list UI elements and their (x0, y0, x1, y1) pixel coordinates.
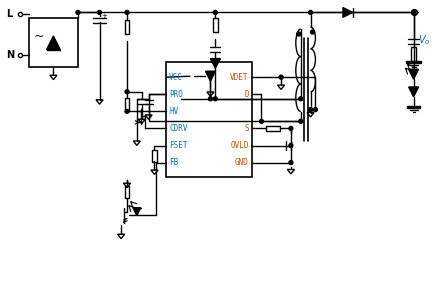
Polygon shape (409, 69, 419, 79)
Bar (213, 18, 218, 32)
Bar (407, 106, 420, 108)
Circle shape (289, 161, 293, 165)
Polygon shape (210, 58, 220, 68)
Bar (411, 47, 416, 60)
Circle shape (98, 10, 102, 14)
Circle shape (279, 75, 283, 79)
Text: ~: ~ (34, 30, 44, 42)
Circle shape (299, 97, 303, 101)
Bar (124, 20, 130, 34)
Circle shape (125, 109, 129, 113)
Bar (124, 186, 130, 198)
Polygon shape (47, 36, 60, 50)
Circle shape (76, 10, 80, 14)
Text: PRO: PRO (169, 90, 183, 99)
Text: L: L (6, 9, 13, 19)
Circle shape (412, 10, 416, 14)
Bar (406, 62, 422, 64)
Bar (29, 18, 78, 67)
Circle shape (297, 32, 301, 36)
Circle shape (314, 108, 318, 112)
Polygon shape (133, 208, 141, 216)
Circle shape (213, 97, 217, 101)
Text: S: S (244, 124, 249, 133)
Circle shape (125, 10, 129, 14)
Text: FSET: FSET (169, 141, 188, 150)
Circle shape (125, 90, 129, 94)
Text: OVLD: OVLD (230, 141, 249, 150)
Text: N: N (6, 50, 14, 60)
Text: HV: HV (169, 107, 178, 116)
Circle shape (213, 10, 217, 14)
Text: D: D (244, 90, 249, 99)
Circle shape (209, 97, 213, 101)
Polygon shape (409, 87, 419, 97)
Circle shape (299, 119, 303, 123)
Text: CDRV: CDRV (169, 124, 188, 133)
Text: FB: FB (169, 158, 178, 167)
Text: $V_o$: $V_o$ (417, 33, 430, 47)
Text: +: + (102, 13, 108, 19)
Circle shape (289, 144, 293, 148)
Polygon shape (206, 71, 215, 81)
Bar (267, 126, 280, 131)
Text: VDET: VDET (230, 73, 249, 82)
Text: GND: GND (235, 158, 249, 167)
Circle shape (289, 126, 293, 130)
Bar (152, 150, 157, 162)
Circle shape (308, 10, 312, 14)
Text: VCC: VCC (169, 73, 183, 82)
Circle shape (260, 119, 264, 123)
Bar (124, 98, 130, 111)
Circle shape (311, 30, 314, 34)
Circle shape (308, 108, 312, 112)
Bar (166, 62, 252, 177)
Polygon shape (343, 8, 353, 17)
